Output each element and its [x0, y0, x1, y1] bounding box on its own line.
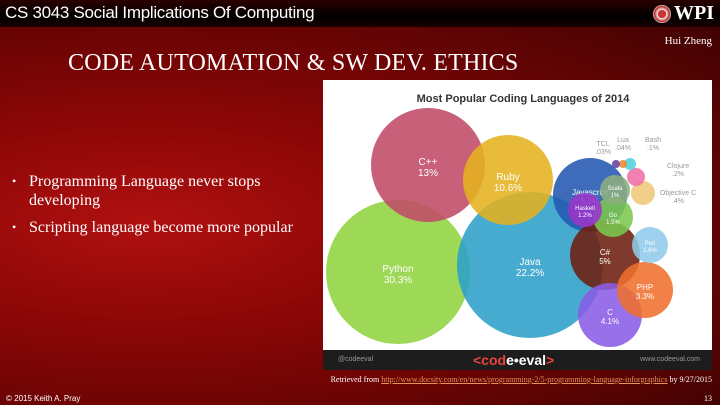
- bubble-c++: [371, 108, 485, 222]
- bullet-item: Programming Language never stops develop…: [12, 172, 302, 210]
- bubble-share: 5%: [599, 257, 611, 266]
- slide-title: CODE AUTOMATION & SW DEV. ETHICS: [68, 50, 519, 76]
- bubble-label: Objective C: [660, 190, 696, 197]
- bubble-php: [617, 262, 673, 318]
- infographic-footer: @codeeval <code•eval> www.codeeval.com: [323, 350, 712, 370]
- bubble-label: Python: [382, 264, 413, 275]
- bubble-label: C: [607, 308, 613, 317]
- bubble-label: Lua: [617, 137, 629, 144]
- bubble-scala: [600, 175, 630, 205]
- bubble-perl: [632, 227, 668, 263]
- source-credit: Retrieved from http://www.docsity.com/en…: [330, 375, 712, 384]
- bubble-share: 3.3%: [636, 292, 654, 301]
- bubble-ruby: [463, 135, 553, 225]
- wpi-logo: WPI: [653, 2, 714, 25]
- bubble-share: 1.2%: [578, 213, 592, 219]
- bubble-go: [593, 197, 633, 237]
- bubble-label: Ruby: [496, 172, 519, 183]
- bubble-label: Bash: [645, 137, 661, 144]
- bubble-label: Scala: [607, 186, 623, 192]
- bubble-share: 1.5%: [606, 220, 620, 226]
- bubble-java: [457, 192, 603, 338]
- bubble-share: 30.3%: [384, 275, 412, 286]
- course-title: CS 3043 Social Implications Of Computing: [5, 3, 315, 22]
- bullet-item: Scripting language become more popular: [12, 218, 302, 237]
- bubble-share: .03%: [595, 149, 611, 156]
- seal-icon: [653, 4, 671, 23]
- bubble-label: PHP: [637, 283, 653, 292]
- infographic-title: Most Popular Coding Languages of 2014: [417, 93, 631, 105]
- bubble-bash: [624, 158, 636, 170]
- bubble-python: [326, 200, 470, 344]
- footer-url: www.codeeval.com: [640, 356, 700, 363]
- bubble-share: 4.1%: [601, 317, 619, 326]
- source-link[interactable]: http://www.docsity.com/en/news/programmi…: [381, 375, 668, 384]
- codeeval-logo: <code•eval>: [473, 352, 555, 368]
- bubble-share: 10.6%: [494, 183, 522, 194]
- bubble-share: .4%: [672, 198, 684, 205]
- footer-handle: @codeeval: [338, 356, 374, 363]
- bubble-label: Haskell: [575, 206, 595, 212]
- bubble-label: C++: [419, 157, 438, 168]
- bullet-list: Programming Language never stops develop…: [12, 172, 302, 245]
- bubble-label: Javascript: [572, 188, 609, 197]
- bubble-lua: [619, 160, 627, 168]
- bubble-share: 22.2%: [516, 268, 544, 279]
- bubble-tcl: [612, 160, 620, 168]
- bubble-share: 13%: [418, 168, 438, 179]
- copyright: © 2015 Keith A. Pray: [6, 394, 81, 403]
- page-number: 13: [704, 394, 712, 403]
- bubble-objectivec: [631, 181, 655, 205]
- bubble-label: C#: [600, 248, 611, 257]
- infographic: Most Popular Coding Languages of 2014 Py…: [323, 80, 712, 370]
- logo-text: WPI: [674, 2, 714, 24]
- header-bar: CS 3043 Social Implications Of Computing…: [0, 0, 720, 27]
- bubble-clojure: [627, 168, 645, 186]
- bubble-share: 1.6%: [643, 248, 657, 254]
- bubble-share: .1%: [647, 145, 659, 152]
- bubble-label: TCL: [596, 141, 609, 148]
- author: Hui Zheng: [664, 35, 712, 47]
- bubble-haskell: [568, 193, 602, 227]
- bubble-label: Java: [519, 257, 541, 268]
- bubble-c#: [570, 220, 640, 290]
- bubble-share: .2%: [672, 171, 684, 178]
- bubble-label: Clojure: [667, 163, 689, 170]
- bubble-share: .04%: [615, 145, 631, 152]
- bubble-label: Perl: [645, 241, 656, 247]
- bubble-chart: Most Popular Coding Languages of 2014 Py…: [326, 93, 696, 347]
- bubble-label: Go: [609, 213, 618, 219]
- bubble-share: 1%: [611, 193, 620, 199]
